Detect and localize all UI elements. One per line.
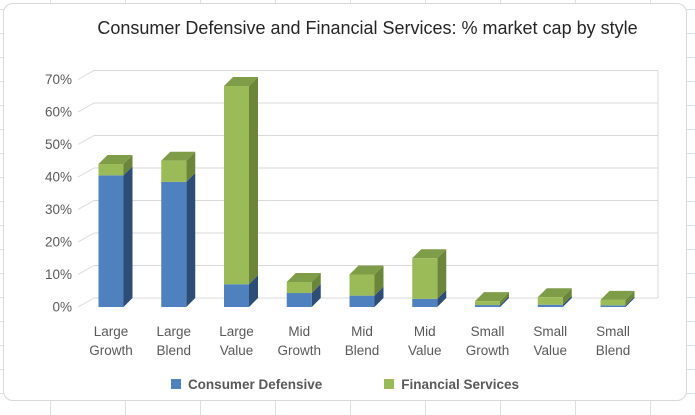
gridline-depth-stub xyxy=(77,232,95,243)
bar-financial-services-large-value-top[interactable] xyxy=(224,77,258,86)
bar-consumer-defensive-large-value[interactable] xyxy=(224,284,249,307)
bar-financial-services-small-value-side[interactable] xyxy=(562,288,572,305)
bar-consumer-defensive-small-value-side[interactable] xyxy=(562,295,572,307)
bar-consumer-defensive-small-growth[interactable] xyxy=(475,305,500,307)
x-axis-label-mid-blend: Mid xyxy=(351,324,373,339)
plot-area: 0% 10% 20% 30% 40% 50% 60% 70% Large Growth Large B… xyxy=(45,70,659,358)
x-axis-label-large-blend: Large xyxy=(156,324,191,339)
legend: Consumer Defensive Financial Services xyxy=(4,372,686,396)
bar-financial-services-small-blend-side[interactable] xyxy=(625,290,635,306)
bar-financial-services-small-growth-top[interactable] xyxy=(475,292,509,302)
gridline-depth-stub xyxy=(77,102,95,113)
bar-financial-services-large-growth-top[interactable] xyxy=(98,155,133,164)
x-axis-label-large-value-line2: Value xyxy=(220,343,254,358)
bar-consumer-defensive-mid-value[interactable] xyxy=(412,298,438,307)
bar-consumer-defensive-mid-blend-side[interactable] xyxy=(374,286,384,307)
bar-financial-services-mid-value[interactable] xyxy=(412,258,438,299)
bar-consumer-defensive-mid-growth[interactable] xyxy=(286,293,312,307)
y-axis-tick-label: 40% xyxy=(45,170,72,185)
bar-consumer-defensive-mid-growth-side[interactable] xyxy=(311,284,321,307)
bar-financial-services-small-value-top[interactable] xyxy=(537,288,572,298)
bar-consumer-defensive-large-growth[interactable] xyxy=(98,175,124,307)
x-axis-label-small-growth: Small xyxy=(471,324,505,339)
y-axis-tick-label: 20% xyxy=(45,235,72,250)
bar-consumer-defensive-small-blend[interactable] xyxy=(600,305,626,307)
x-axis-label-large-value: Large xyxy=(219,324,254,339)
x-axis-label-mid-blend-line2: Blend xyxy=(345,343,380,358)
x-axis-label-small-growth-line2: Growth xyxy=(466,343,510,358)
gridline-depth-stub xyxy=(77,200,95,210)
gridline-depth-stub xyxy=(77,167,95,178)
x-axis-label-small-value-line2: Value xyxy=(533,343,567,358)
x-axis-label-mid-value-line2: Value xyxy=(408,343,442,358)
legend-item-consumer-defensive[interactable]: Consumer Defensive xyxy=(170,376,323,392)
gridline-depth-stub xyxy=(77,297,95,308)
bar-financial-services-mid-growth[interactable] xyxy=(286,281,312,294)
bar-financial-services-small-blend-top[interactable] xyxy=(600,290,635,300)
legend-swatch-financial-services-icon xyxy=(384,379,395,389)
bar-financial-services-large-value-side[interactable] xyxy=(249,77,258,285)
y-axis-tick-label: 50% xyxy=(45,137,72,152)
chart-frame[interactable]: Consumer Defensive and Financial Service… xyxy=(3,3,687,401)
y-axis-tick-label: 70% xyxy=(45,72,72,87)
y-axis-tick-label: 0% xyxy=(52,300,72,315)
chart-title: Consumer Defensive and Financial Service… xyxy=(97,18,638,38)
bar-financial-services-small-blend[interactable] xyxy=(600,299,626,306)
bar-financial-services-mid-value-side[interactable] xyxy=(437,249,447,299)
legend-label-financial-services: Financial Services xyxy=(401,376,520,392)
x-axis-label-mid-value: Mid xyxy=(414,324,436,339)
bar-consumer-defensive-large-growth-side[interactable] xyxy=(123,166,133,307)
y-axis-tick-label: 60% xyxy=(45,105,72,120)
y-axis-tick-label: 10% xyxy=(45,267,72,282)
bar-financial-services-large-blend[interactable] xyxy=(161,160,187,182)
bar-financial-services-large-value[interactable] xyxy=(224,86,249,285)
bar-consumer-defensive-large-blend-side[interactable] xyxy=(186,172,196,307)
bar-financial-services-small-growth-side[interactable] xyxy=(500,292,509,306)
bar-financial-services-large-growth-side[interactable] xyxy=(123,155,133,176)
bar-financial-services-large-blend-top[interactable] xyxy=(161,151,196,161)
bar-financial-services-large-blend-side[interactable] xyxy=(186,151,196,182)
bar-financial-services-small-growth[interactable] xyxy=(475,301,500,306)
bar-consumer-defensive-mid-value-side[interactable] xyxy=(437,289,447,307)
bar-financial-services-mid-value-top[interactable] xyxy=(412,249,447,259)
x-axis-label-mid-growth-line2: Growth xyxy=(277,343,321,358)
bar-consumer-defensive-small-growth-side[interactable] xyxy=(500,296,509,307)
bar-financial-services-mid-blend[interactable] xyxy=(349,274,375,296)
bar-consumer-defensive-mid-blend[interactable] xyxy=(349,295,375,307)
x-axis-label-large-blend-line2: Blend xyxy=(156,343,191,358)
bar-consumer-defensive-small-blend-side[interactable] xyxy=(625,296,635,307)
gridline-depth-stub xyxy=(77,135,95,145)
bar-consumer-defensive-large-value-side[interactable] xyxy=(249,275,258,307)
bar-financial-services-large-growth[interactable] xyxy=(98,164,124,176)
bar-consumer-defensive-small-value[interactable] xyxy=(537,304,563,307)
x-axis-label-small-value: Small xyxy=(533,324,567,339)
x-axis-label-large-growth-line2: Growth xyxy=(89,343,133,358)
bar-financial-services-mid-blend-top[interactable] xyxy=(349,265,384,275)
gridline-depth-stub xyxy=(77,265,95,275)
x-axis-label-large-growth: Large xyxy=(94,324,129,339)
x-axis-label-small-blend: Small xyxy=(596,324,630,339)
bar-financial-services-small-value[interactable] xyxy=(537,297,563,305)
gridline-depth-stub xyxy=(77,70,95,80)
bar-financial-services-mid-growth-side[interactable] xyxy=(311,272,321,294)
bar-financial-services-mid-blend-side[interactable] xyxy=(374,265,384,296)
legend-label-consumer-defensive: Consumer Defensive xyxy=(187,376,323,392)
x-axis-label-mid-growth: Mid xyxy=(288,324,310,339)
legend-item-financial-services[interactable]: Financial Services xyxy=(384,377,519,392)
bar-financial-services-mid-growth-top[interactable] xyxy=(286,272,321,282)
x-axis-label-small-blend-line2: Blend xyxy=(596,343,631,358)
bar-consumer-defensive-large-blend[interactable] xyxy=(161,181,187,307)
legend-swatch-consumer-defensive-icon xyxy=(170,379,181,389)
y-axis-tick-label: 30% xyxy=(45,202,72,217)
